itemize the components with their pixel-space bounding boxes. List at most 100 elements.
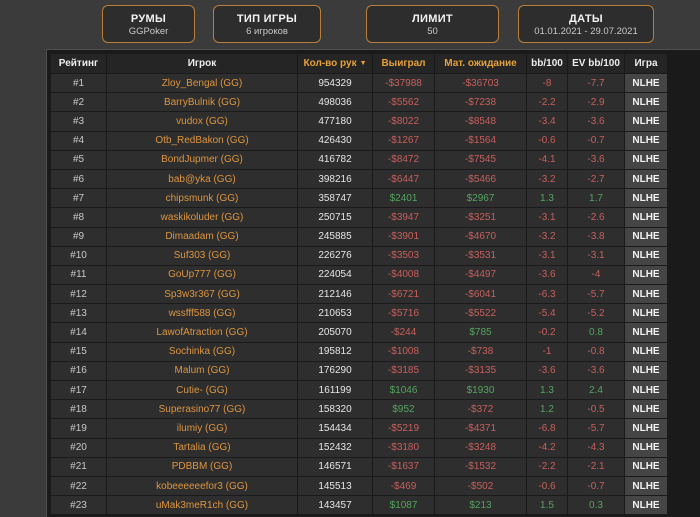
cell-player[interactable]: Sp3w3r367 (GG) <box>107 285 297 304</box>
column-header-rank[interactable]: Рейтинг <box>51 54 106 73</box>
cell-won: $1087 <box>373 496 434 515</box>
cell-ev_won: -$4497 <box>435 265 526 285</box>
column-header-player[interactable]: Игрок <box>107 54 297 73</box>
cell-player[interactable]: BarryBulnik (GG) <box>107 93 297 112</box>
table-row: #20 Tartalia (GG) 152432 -$3180 -$3248 -4.2 -4… <box>51 438 667 457</box>
cell-hands: 358747 <box>298 189 372 208</box>
column-header-label: bb/100 <box>531 58 563 69</box>
table-row: #21 PDBBM (GG) 146571 -$1637 -$1532 -2.2 -2.1 N… <box>51 457 667 476</box>
cell-player[interactable]: PDBBM (GG) <box>107 457 297 476</box>
cell-bb100: -3.1 <box>527 246 567 265</box>
cell-ev_won: -$7238 <box>435 93 526 112</box>
table-header-row: Рейтинг Игрок Кол-во рук ▼ Выиграл Мат. ожида… <box>51 54 667 73</box>
cell-ev_bb100: 1.7 <box>568 189 624 208</box>
cell-player[interactable]: GoUp777 (GG) <box>107 265 297 285</box>
cell-game: NLHE <box>625 400 667 419</box>
cell-hands: 143457 <box>298 496 372 515</box>
cell-player[interactable]: Tartalia (GG) <box>107 438 297 457</box>
cell-won: -$5716 <box>373 304 434 323</box>
cell-hands: 224054 <box>298 265 372 285</box>
filter-rooms[interactable]: РУМЫ GGPoker <box>102 5 195 43</box>
cell-game: NLHE <box>625 246 667 265</box>
table-row: #9 Dimaadam (GG) 245885 -$3901 -$4670 -3.2 -3.… <box>51 227 667 246</box>
filter-dates-label: ДАТЫ <box>569 12 603 25</box>
cell-player[interactable]: BondJupmer (GG) <box>107 150 297 169</box>
column-header-game[interactable]: Игра <box>625 54 667 73</box>
cell-hands: 176290 <box>298 361 372 380</box>
filter-limit-label: ЛИМИТ <box>412 12 453 25</box>
cell-hands: 154434 <box>298 419 372 438</box>
cell-ev_bb100: -4 <box>568 265 624 285</box>
table-row: #11 GoUp777 (GG) 224054 -$4008 -$4497 -3.6 -4 N… <box>51 265 667 285</box>
cell-bb100: -0.2 <box>527 323 567 342</box>
cell-player[interactable]: Superasino77 (GG) <box>107 400 297 419</box>
cell-won: -$5219 <box>373 419 434 438</box>
cell-ev_bb100: -3.6 <box>568 361 624 380</box>
cell-ev_won: -$7545 <box>435 150 526 169</box>
sort-desc-icon: ▼ <box>359 60 367 67</box>
cell-ev_bb100: 0.3 <box>568 496 624 515</box>
cell-hands: 416782 <box>298 150 372 169</box>
cell-bb100: -3.6 <box>527 265 567 285</box>
cell-game: NLHE <box>625 93 667 112</box>
filter-rooms-value: GGPoker <box>128 25 169 37</box>
column-header-hands[interactable]: Кол-во рук ▼ <box>298 54 372 73</box>
cell-player[interactable]: Malum (GG) <box>107 361 297 380</box>
cell-game: NLHE <box>625 342 667 361</box>
cell-ev_bb100: -5.7 <box>568 419 624 438</box>
cell-bb100: -0.6 <box>527 476 567 496</box>
cell-bb100: 1.5 <box>527 496 567 515</box>
cell-player[interactable]: Suf303 (GG) <box>107 246 297 265</box>
cell-player[interactable]: kobeeeeeefor3 (GG) <box>107 476 297 496</box>
cell-game: NLHE <box>625 438 667 457</box>
cell-ev_bb100: -3.6 <box>568 150 624 169</box>
cell-won: -$4008 <box>373 265 434 285</box>
cell-player[interactable]: Dimaadam (GG) <box>107 227 297 246</box>
table-row: #2 BarryBulnik (GG) 498036 -$5562 -$7238 -2.2… <box>51 93 667 112</box>
cell-player[interactable]: Zloy_Bengal (GG) <box>107 74 297 93</box>
column-header-ev_bb100[interactable]: EV bb/100 <box>568 54 624 73</box>
cell-bb100: -2.2 <box>527 93 567 112</box>
cell-player[interactable]: Cutie- (GG) <box>107 381 297 400</box>
cell-player[interactable]: waskikoluder (GG) <box>107 208 297 227</box>
cell-rank: #10 <box>51 246 106 265</box>
cell-won: -$1008 <box>373 342 434 361</box>
filter-limit[interactable]: ЛИМИТ 50 <box>366 5 499 43</box>
cell-player[interactable]: bab@yka (GG) <box>107 169 297 189</box>
column-header-ev_won[interactable]: Мат. ожидание <box>435 54 526 73</box>
filter-dates[interactable]: ДАТЫ 01.01.2021 - 29.07.2021 <box>518 5 654 43</box>
cell-hands: 212146 <box>298 285 372 304</box>
column-header-bb100[interactable]: bb/100 <box>527 54 567 73</box>
column-header-label: Мат. ожидание <box>444 58 517 69</box>
cell-player[interactable]: chipsmunk (GG) <box>107 189 297 208</box>
cell-won: -$3503 <box>373 246 434 265</box>
cell-ev_won: -$5522 <box>435 304 526 323</box>
cell-player[interactable]: Sochinka (GG) <box>107 342 297 361</box>
cell-player[interactable]: wssfff588 (GG) <box>107 304 297 323</box>
cell-bb100: -3.4 <box>527 112 567 131</box>
column-header-label: Игрок <box>187 58 217 69</box>
cell-ev_bb100: -0.7 <box>568 131 624 150</box>
cell-player[interactable]: Otb_RedBakon (GG) <box>107 131 297 150</box>
cell-rank: #21 <box>51 457 106 476</box>
cell-won: -$3180 <box>373 438 434 457</box>
cell-ev_won: -$6041 <box>435 285 526 304</box>
cell-won: $952 <box>373 400 434 419</box>
cell-hands: 210653 <box>298 304 372 323</box>
cell-bb100: -5.4 <box>527 304 567 323</box>
cell-player[interactable]: LawofAtraction (GG) <box>107 323 297 342</box>
column-header-won[interactable]: Выиграл <box>373 54 434 73</box>
filter-game-type[interactable]: ТИП ИГРЫ 6 игроков <box>213 5 321 43</box>
table-row: #18 Superasino77 (GG) 158320 $952 -$372 1.2 -0… <box>51 400 667 419</box>
cell-ev_won: $1930 <box>435 381 526 400</box>
cell-hands: 195812 <box>298 342 372 361</box>
cell-rank: #18 <box>51 400 106 419</box>
cell-ev_won: -$4371 <box>435 419 526 438</box>
cell-player[interactable]: vudox (GG) <box>107 112 297 131</box>
cell-player[interactable]: uMak3meR1ch (GG) <box>107 496 297 515</box>
cell-player[interactable]: ilumiy (GG) <box>107 419 297 438</box>
cell-rank: #20 <box>51 438 106 457</box>
cell-won: -$1267 <box>373 131 434 150</box>
cell-bb100: -3.6 <box>527 361 567 380</box>
cell-game: NLHE <box>625 265 667 285</box>
